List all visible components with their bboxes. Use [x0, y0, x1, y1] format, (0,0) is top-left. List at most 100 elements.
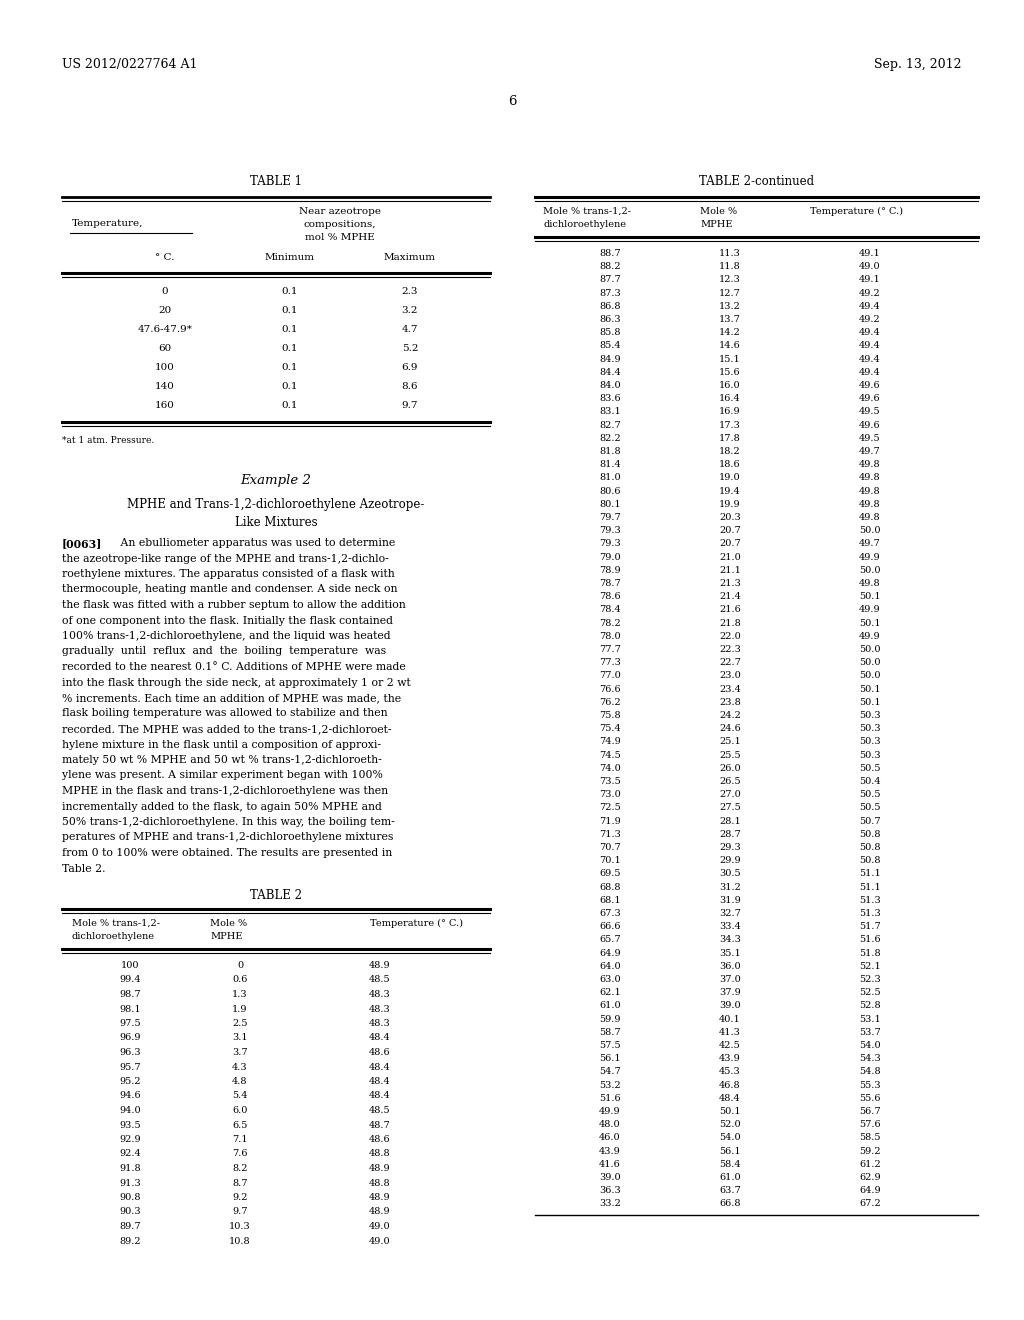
Text: 49.7: 49.7: [859, 540, 881, 548]
Text: 53.2: 53.2: [599, 1081, 621, 1089]
Text: Maximum: Maximum: [384, 253, 436, 261]
Text: 65.7: 65.7: [599, 936, 621, 944]
Text: 18.6: 18.6: [719, 461, 740, 469]
Text: Temperature (° C.): Temperature (° C.): [370, 919, 463, 928]
Text: 29.3: 29.3: [719, 843, 741, 851]
Text: Table 2.: Table 2.: [62, 863, 105, 874]
Text: the azeotrope-like range of the MPHE and trans-1,2-dichlo-: the azeotrope-like range of the MPHE and…: [62, 553, 389, 564]
Text: gradually  until  reflux  and  the  boiling  temperature  was: gradually until reflux and the boiling t…: [62, 647, 386, 656]
Text: 50.3: 50.3: [859, 711, 881, 719]
Text: 66.6: 66.6: [599, 923, 621, 931]
Text: TABLE 2-continued: TABLE 2-continued: [699, 176, 814, 187]
Text: 83.1: 83.1: [599, 408, 621, 416]
Text: from 0 to 100% were obtained. The results are presented in: from 0 to 100% were obtained. The result…: [62, 847, 392, 858]
Text: 50.1: 50.1: [859, 685, 881, 693]
Text: MPHE in the flask and trans-1,2-dichloroethylene was then: MPHE in the flask and trans-1,2-dichloro…: [62, 785, 388, 796]
Text: 90.8: 90.8: [119, 1193, 140, 1203]
Text: 10.8: 10.8: [229, 1237, 251, 1246]
Text: 51.3: 51.3: [859, 909, 881, 917]
Text: 92.9: 92.9: [119, 1135, 141, 1144]
Text: 49.4: 49.4: [859, 302, 881, 310]
Text: 64.9: 64.9: [859, 1187, 881, 1195]
Text: Minimum: Minimum: [265, 253, 315, 261]
Text: 87.7: 87.7: [599, 276, 621, 284]
Text: 73.0: 73.0: [599, 791, 621, 799]
Text: 8.7: 8.7: [232, 1179, 248, 1188]
Text: recorded. The MPHE was added to the trans-1,2-dichloroet-: recorded. The MPHE was added to the tran…: [62, 723, 391, 734]
Text: 49.5: 49.5: [859, 434, 881, 442]
Text: 81.8: 81.8: [599, 447, 621, 455]
Text: Near azeotrope: Near azeotrope: [299, 207, 381, 216]
Text: 62.9: 62.9: [859, 1173, 881, 1181]
Text: roethylene mixtures. The apparatus consisted of a flask with: roethylene mixtures. The apparatus consi…: [62, 569, 394, 579]
Text: 26.0: 26.0: [719, 764, 740, 772]
Text: 95.7: 95.7: [119, 1063, 141, 1072]
Text: 81.0: 81.0: [599, 474, 621, 482]
Text: 57.6: 57.6: [859, 1121, 881, 1129]
Text: 49.6: 49.6: [859, 381, 881, 389]
Text: 49.1: 49.1: [859, 276, 881, 284]
Text: 3.1: 3.1: [232, 1034, 248, 1043]
Text: 7.6: 7.6: [232, 1150, 248, 1159]
Text: 6.0: 6.0: [232, 1106, 248, 1115]
Text: 50.5: 50.5: [859, 764, 881, 772]
Text: 50.0: 50.0: [859, 527, 881, 535]
Text: 48.9: 48.9: [370, 1193, 391, 1203]
Text: 13.2: 13.2: [719, 302, 741, 310]
Text: 51.7: 51.7: [859, 923, 881, 931]
Text: 16.9: 16.9: [719, 408, 740, 416]
Text: 98.1: 98.1: [119, 1005, 141, 1014]
Text: 25.5: 25.5: [719, 751, 740, 759]
Text: 50.4: 50.4: [859, 777, 881, 785]
Text: 11.8: 11.8: [719, 263, 741, 271]
Text: 81.4: 81.4: [599, 461, 621, 469]
Text: 3.7: 3.7: [232, 1048, 248, 1057]
Text: 20.7: 20.7: [719, 540, 741, 548]
Text: 74.9: 74.9: [599, 738, 621, 746]
Text: 57.5: 57.5: [599, 1041, 621, 1049]
Text: 77.0: 77.0: [599, 672, 621, 680]
Text: 48.4: 48.4: [369, 1063, 391, 1072]
Text: the flask was fitted with a rubber septum to allow the addition: the flask was fitted with a rubber septu…: [62, 601, 406, 610]
Text: 14.6: 14.6: [719, 342, 741, 350]
Text: 50.5: 50.5: [859, 791, 881, 799]
Text: 97.5: 97.5: [119, 1019, 141, 1028]
Text: 49.4: 49.4: [859, 342, 881, 350]
Text: 4.3: 4.3: [232, 1063, 248, 1072]
Text: 39.0: 39.0: [599, 1173, 621, 1181]
Text: 30.5: 30.5: [719, 870, 740, 878]
Text: 54.3: 54.3: [859, 1055, 881, 1063]
Text: 78.0: 78.0: [599, 632, 621, 640]
Text: 48.0: 48.0: [599, 1121, 621, 1129]
Text: 56.1: 56.1: [599, 1055, 621, 1063]
Text: 49.4: 49.4: [859, 329, 881, 337]
Text: 86.3: 86.3: [599, 315, 621, 323]
Text: MPHE: MPHE: [700, 220, 732, 228]
Text: 0.1: 0.1: [282, 306, 298, 315]
Text: 89.2: 89.2: [119, 1237, 141, 1246]
Text: 80.6: 80.6: [599, 487, 621, 495]
Text: 48.6: 48.6: [370, 1135, 391, 1144]
Text: 11.3: 11.3: [719, 249, 741, 257]
Text: 82.7: 82.7: [599, 421, 621, 429]
Text: 50.3: 50.3: [859, 738, 881, 746]
Text: 80.1: 80.1: [599, 500, 621, 508]
Text: 49.2: 49.2: [859, 289, 881, 297]
Text: 49.7: 49.7: [859, 447, 881, 455]
Text: 48.9: 48.9: [370, 961, 391, 970]
Text: 42.5: 42.5: [719, 1041, 741, 1049]
Text: 8.2: 8.2: [232, 1164, 248, 1173]
Text: 0.1: 0.1: [282, 363, 298, 372]
Text: 100% trans-1,2-dichloroethylene, and the liquid was heated: 100% trans-1,2-dichloroethylene, and the…: [62, 631, 390, 642]
Text: incrementally added to the flask, to again 50% MPHE and: incrementally added to the flask, to aga…: [62, 801, 382, 812]
Text: 50.0: 50.0: [859, 566, 881, 574]
Text: 49.4: 49.4: [859, 355, 881, 363]
Text: 63.0: 63.0: [599, 975, 621, 983]
Text: 20.7: 20.7: [719, 527, 741, 535]
Text: 22.0: 22.0: [719, 632, 741, 640]
Text: 49.4: 49.4: [859, 368, 881, 376]
Text: 76.6: 76.6: [599, 685, 621, 693]
Text: Mole % trans-1,2-: Mole % trans-1,2-: [72, 919, 160, 928]
Text: 54.8: 54.8: [859, 1068, 881, 1076]
Text: 21.4: 21.4: [719, 593, 741, 601]
